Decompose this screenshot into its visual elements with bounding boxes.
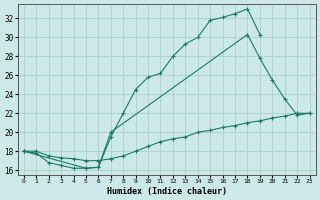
X-axis label: Humidex (Indice chaleur): Humidex (Indice chaleur) (107, 187, 227, 196)
